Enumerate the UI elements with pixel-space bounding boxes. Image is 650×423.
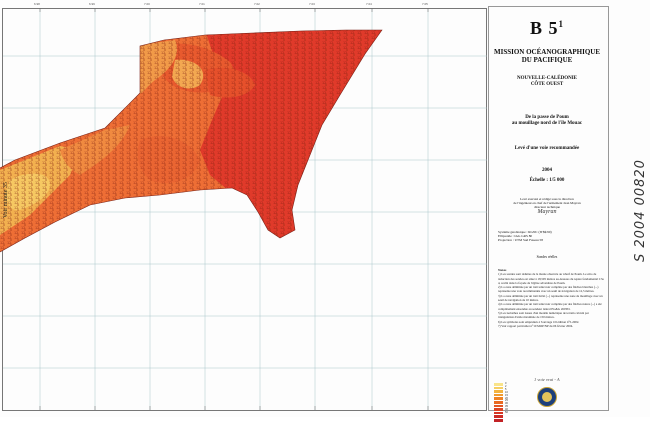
legend-label: 20 bbox=[505, 396, 508, 400]
left-edge-annotation: Voir minute 35 bbox=[3, 182, 9, 218]
credit-line: Levé exécuté et rédigé sous la direction bbox=[520, 197, 574, 201]
grid-label-top: 6.99 bbox=[89, 2, 95, 6]
chart-number-superscript: 1 bbox=[558, 19, 564, 29]
survey-credits: Levé exécuté et rédigé sous la direction… bbox=[492, 197, 602, 209]
legend-label: 35 bbox=[505, 405, 508, 409]
legend-swatch bbox=[494, 404, 503, 409]
grid-label-top: 7.05 bbox=[422, 2, 428, 6]
legend-label: 2 bbox=[505, 384, 507, 388]
survey-year: 2004 bbox=[542, 168, 552, 173]
chart-scale: Échelle : 1/5 000 bbox=[529, 178, 565, 183]
shom-logo bbox=[537, 387, 557, 407]
geodesy-line: Ellipsoïde : IAG GRS 80 bbox=[498, 234, 533, 238]
legend-label: 25 bbox=[505, 399, 508, 403]
geodesy-info: Système géodésique : RGNC (IT$$/90) Elli… bbox=[498, 230, 602, 242]
note-item: 7) Voir rapport particulier n°10 MOP/NP … bbox=[498, 323, 574, 328]
credit-line: directeur technique bbox=[533, 205, 561, 209]
legend-swatch bbox=[494, 411, 503, 416]
shom-logo-emblem bbox=[542, 392, 552, 402]
legend-swatch bbox=[494, 400, 503, 405]
legend-label: 10 bbox=[505, 390, 508, 394]
survey-outline bbox=[0, 29, 383, 253]
chart-title-line1: De la passe de Poum bbox=[525, 115, 569, 120]
signature: Mayran bbox=[537, 209, 557, 215]
legend-swatch bbox=[494, 383, 503, 387]
depth-legend-labels: 0 2 5 10 15 20 25 30 35 40 50 bbox=[505, 382, 508, 415]
notes-header: Notes bbox=[498, 268, 507, 272]
note-item: 2) La zone délimitée par un trait tenté … bbox=[498, 285, 599, 294]
region-name: NOUVELLE-CALÉDONIE bbox=[516, 76, 577, 81]
grid-label-top: 7.01 bbox=[199, 2, 205, 6]
legend-swatch bbox=[494, 418, 503, 423]
archive-number: S 2004 00820 bbox=[633, 159, 648, 262]
legend-swatch bbox=[494, 397, 503, 401]
cartouche-frame bbox=[488, 6, 609, 411]
legend-swatch bbox=[494, 393, 503, 398]
legend-label: 0 bbox=[505, 382, 507, 385]
chart-title: De la passe de Poum au mouillage nord de… bbox=[492, 115, 602, 127]
legend-label: 5 bbox=[505, 387, 507, 391]
note-item: 5) Les isobathes sont issues d'un modèle… bbox=[498, 310, 589, 320]
title-cartouche: B 51 MISSION OCÉANOGRAPHIQUE DU PACIFIQU… bbox=[492, 6, 602, 409]
legend-label: 50 bbox=[505, 411, 508, 415]
grid-label-top: 6.98 bbox=[34, 2, 40, 6]
sounding-units: Sondes réelles bbox=[536, 255, 558, 259]
grid-label-top: 7.00 bbox=[144, 2, 150, 6]
credit-line: de l'ingénieur en chef de l'armement Jea… bbox=[513, 201, 581, 205]
coast-name: CÔTE OUEST bbox=[530, 82, 564, 87]
note-item: 1) Les sondes sont réduites de la marée … bbox=[498, 272, 604, 285]
chart-title-line2: au mouillage nord de l'île Mouac bbox=[511, 121, 583, 126]
legend-label: 40 bbox=[505, 408, 508, 412]
notes-block: Notes 1) Les sondes sont réduites de la … bbox=[498, 268, 604, 328]
chart-number: B 51 bbox=[492, 18, 602, 39]
survey-type: Levé d'une voie recommandée bbox=[514, 146, 580, 151]
legend-swatch bbox=[494, 408, 503, 412]
legend-label: 30 bbox=[505, 402, 508, 406]
geodesy-line: Système géodésique : RGNC (IT$$/90) bbox=[498, 230, 552, 234]
note-item: 6) Les symboles sont empruntés à l'ouvra… bbox=[498, 319, 580, 324]
handwritten-note: 1 voie vrai - A bbox=[534, 377, 560, 382]
grid-label-top: 7.04 bbox=[366, 2, 372, 6]
mission-title: MISSION OCÉANOGRAPHIQUE DU PACIFIQUE bbox=[494, 48, 600, 64]
grid-label-top: 7.03 bbox=[309, 2, 315, 6]
chart-number-text: B 5 bbox=[529, 18, 559, 38]
legend-label: 15 bbox=[505, 393, 508, 397]
note-item: 4) La zone délimitée par un trait tenté … bbox=[498, 302, 602, 311]
geodesy-line: Projection : UTM Sud Fuseau 58 bbox=[498, 238, 543, 242]
region-title: NOUVELLE-CALÉDONIE CÔTE OUEST bbox=[492, 76, 602, 88]
frame-ticks bbox=[39, 8, 429, 410]
grid-label-top: 7.02 bbox=[254, 2, 260, 6]
note-item: 3) La zone délimitée par un trait tirêté… bbox=[498, 293, 603, 303]
legend-swatch bbox=[494, 390, 503, 394]
legend-swatch bbox=[494, 386, 503, 391]
